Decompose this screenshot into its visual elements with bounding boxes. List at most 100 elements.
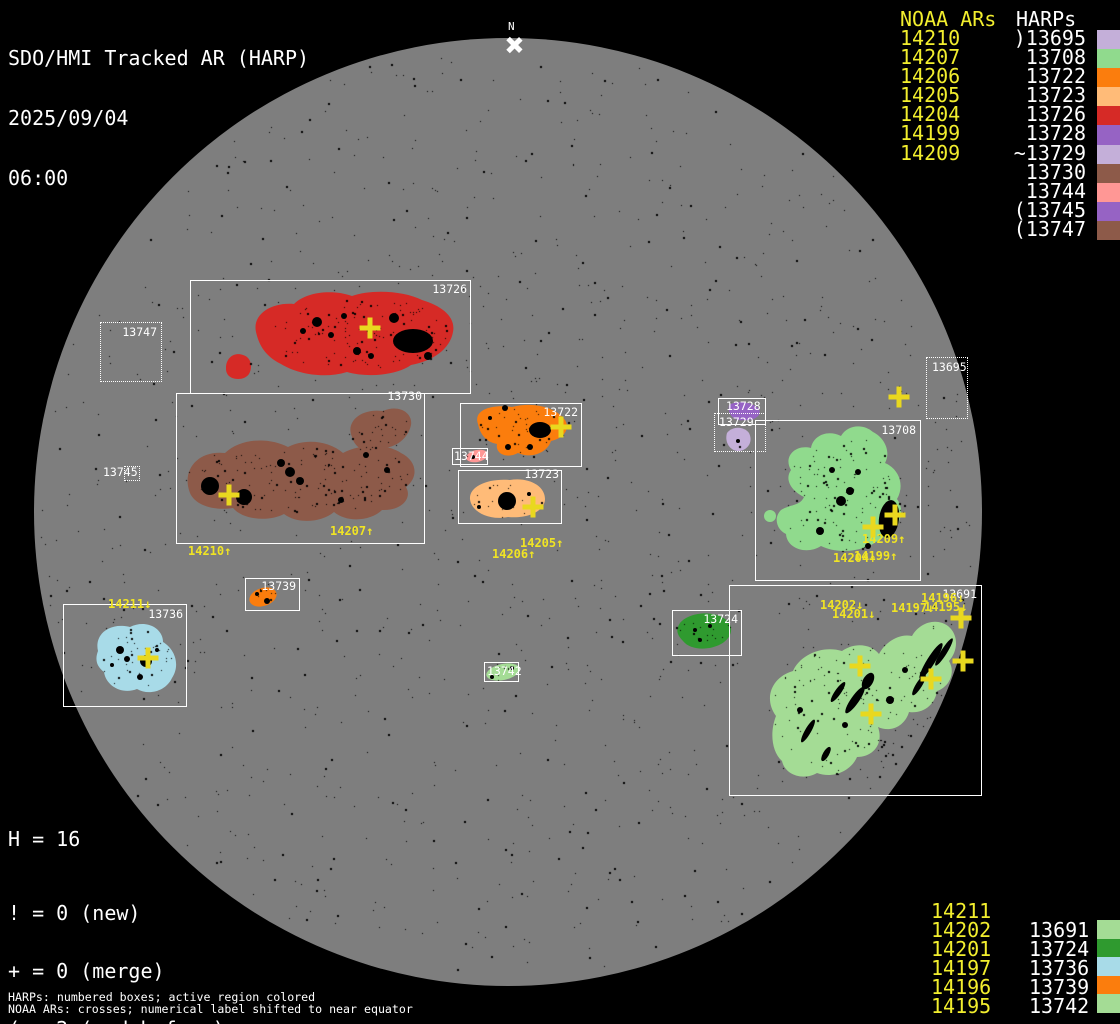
- harp-number: 13722: [1025, 64, 1086, 89]
- noaa-number: 14211: [931, 899, 992, 923]
- plot-title: SDO/HMI Tracked AR (HARP): [8, 46, 310, 70]
- harp-color-chips-top: [1097, 30, 1120, 241]
- harp-box-13726: 13726: [190, 280, 471, 394]
- harp-number: 13730: [1025, 159, 1086, 184]
- color-chip: [1097, 87, 1120, 107]
- noaa-label-14197: 14197↓: [891, 601, 935, 615]
- color-chip: [1097, 144, 1120, 164]
- noaa-cross: [950, 607, 972, 629]
- harp-number: 13736: [1029, 956, 1090, 981]
- harp-number: 13739: [1029, 975, 1090, 1000]
- footer-note-noaa: NOAA ARs: crosses; numerical label shift…: [8, 1002, 413, 1016]
- symbol-legend: ! = 0 (new) + = 0 (merge) ( = 2 (pad bef…: [8, 866, 237, 1024]
- harp-box-label: 13744: [454, 449, 489, 463]
- harp-box-13695: 13695: [926, 357, 968, 419]
- harp-list-top: )13695 13708 13722 13723 13726 13728 ~13…: [998, 26, 1086, 239]
- harp-number: 13708: [1025, 45, 1086, 70]
- harp-box-label: 13745: [103, 465, 138, 479]
- harp-box-label: 13723: [524, 467, 559, 481]
- noaa-number: 14207: [900, 45, 961, 70]
- harp-box-label: 13736: [148, 607, 183, 621]
- noaa-number: 14210: [900, 26, 961, 50]
- noaa-label-14202: 14202↓: [820, 598, 864, 612]
- noaa-cross: [359, 317, 381, 339]
- noaa-number: 14205: [900, 83, 961, 108]
- harp-box-13730: 13730: [176, 390, 425, 544]
- noaa-number: 14197: [931, 956, 992, 981]
- harp-number: 13691: [1029, 918, 1090, 942]
- harp-count: H = 16: [8, 827, 81, 851]
- harp-box-label: 13739: [261, 579, 296, 593]
- color-chip: [1097, 125, 1120, 145]
- harp-box-13745: 13745: [103, 466, 140, 481]
- noaa-label-14211: 14211↓: [108, 597, 152, 611]
- harp-box-13736: 13736: [63, 604, 187, 707]
- color-chip: [1097, 201, 1120, 221]
- harp-box-13722: 13722: [460, 403, 582, 467]
- harp-box-label: 13695: [932, 360, 967, 374]
- noaa-cross: [920, 668, 942, 690]
- noaa-label-14210: 14210↑: [188, 544, 232, 558]
- harp-box-label: 13726: [432, 282, 467, 296]
- noaa-ars-header: NOAA ARs: [900, 7, 997, 31]
- noaa-cross: [218, 484, 240, 506]
- harp-box-13691: 13691: [729, 585, 982, 796]
- harp-list-bottom: 13691 13724 13736 13739 13742: [1029, 918, 1090, 1019]
- noaa-list-top: 14210 14207 14206 14205 14204 14199 1420…: [900, 26, 961, 163]
- harp-number: 13723: [1025, 83, 1086, 108]
- header: SDO/HMI Tracked AR (HARP) 2025/09/04 06:…: [8, 8, 309, 228]
- noaa-label-14196: 14196↓: [921, 591, 965, 605]
- noaa-cross: [849, 655, 871, 677]
- north-label: N: [508, 20, 515, 33]
- noaa-number: 14201: [931, 937, 992, 962]
- noaa-cross: [952, 650, 974, 672]
- harp-box-label: 13708: [881, 423, 916, 437]
- harp-box-13723: 13723: [458, 467, 562, 524]
- symbol-line: + = 0 (merge): [8, 959, 165, 984]
- color-chip: [1097, 220, 1120, 241]
- symbol-line: ! = 0 (new): [8, 901, 141, 926]
- harp-number: )13695: [1013, 26, 1086, 50]
- noaa-label-14201: 14201↓: [832, 607, 876, 621]
- harp-box-13729: 13729: [714, 413, 766, 452]
- plot-time: 06:00: [8, 166, 69, 190]
- noaa-number: 14202: [931, 918, 992, 943]
- harp-box-13708: 13708: [755, 420, 921, 581]
- noaa-number: 14204: [900, 102, 961, 127]
- noaa-number: 14195: [931, 994, 992, 1019]
- harp-box-label: 13742: [487, 664, 522, 678]
- footer-note-harps: HARPs: numbered boxes; active region col…: [8, 990, 316, 1004]
- color-chip: [1097, 68, 1120, 88]
- noaa-number: 14206: [900, 64, 961, 89]
- noaa-cross: [888, 386, 910, 408]
- noaa-label-14199: 14199↑: [854, 549, 898, 563]
- color-chip: [1097, 163, 1120, 183]
- color-chip: [1097, 994, 1120, 1013]
- harp-number: 13742: [1029, 994, 1090, 1019]
- harp-number: 13744: [1025, 178, 1086, 203]
- plot-date: 2025/09/04: [8, 106, 129, 130]
- color-chip: [1097, 106, 1120, 126]
- harp-box-13728: 13728: [718, 398, 766, 425]
- north-x-icon: [505, 36, 523, 54]
- harps-header: HARPs: [1016, 7, 1077, 31]
- harp-box-13742: 13742: [484, 662, 522, 682]
- color-chip: [1097, 49, 1120, 69]
- harp-number: 13724: [1029, 937, 1090, 962]
- noaa-cross: [862, 516, 884, 538]
- color-chip: [1097, 957, 1120, 976]
- symbol-line: ( = 2 (pad before): [8, 1019, 237, 1024]
- harp-box-13744: 13744: [452, 448, 489, 465]
- color-chip: [1097, 975, 1120, 995]
- noaa-cross: [550, 416, 572, 438]
- harp-box-label: 13728: [726, 399, 761, 413]
- harp-number: 13728: [1025, 121, 1086, 146]
- noaa-cross: [860, 703, 882, 725]
- harp-box-label: 13722: [543, 405, 578, 419]
- noaa-label-14206: 14206↑: [492, 547, 536, 561]
- color-chip: [1097, 920, 1120, 939]
- harp-box-13747: 13747: [100, 322, 162, 382]
- noaa-label-14207: 14207↑: [330, 524, 374, 538]
